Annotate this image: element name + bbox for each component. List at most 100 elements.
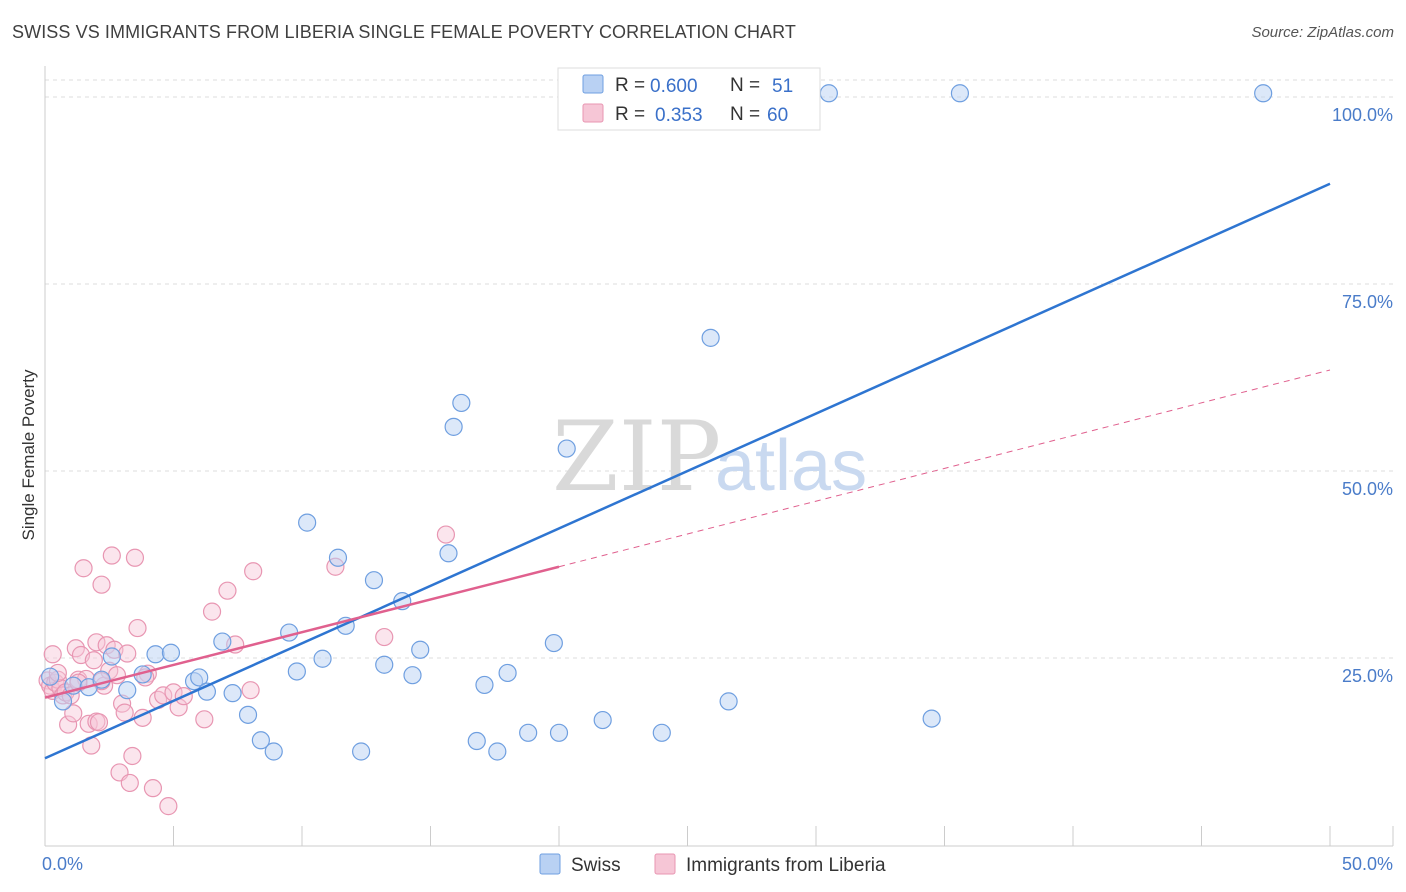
swiss-trend-line <box>44 182 1331 760</box>
liberia-point <box>154 686 173 705</box>
bottom-legend-swiss: Swiss <box>571 855 621 876</box>
y-tick-label: 50.0% <box>1342 479 1393 499</box>
liberia-point <box>59 715 78 734</box>
x-tick-label: 0.0% <box>42 854 83 874</box>
swiss-point <box>475 675 494 695</box>
liberia-point <box>87 633 106 652</box>
x-tick-labels: 0.0% 50.0% <box>42 854 1393 874</box>
swiss-point <box>287 662 306 681</box>
swiss-point <box>557 439 576 458</box>
liberia-point <box>202 602 222 621</box>
liberia-point <box>43 645 62 664</box>
liberia-trend-line <box>44 565 560 699</box>
liberia-point <box>128 618 147 638</box>
swiss-point <box>439 544 458 563</box>
watermark-atlas: atlas <box>715 426 867 506</box>
series-legend: Swiss Immigrants from Liberia <box>539 853 886 876</box>
trend-lines <box>44 182 1331 760</box>
liberia-point <box>118 644 137 663</box>
liberia-point <box>159 797 178 816</box>
swiss-point <box>950 84 970 103</box>
watermark-zip: ZIP <box>552 401 721 513</box>
swiss-point <box>719 692 738 711</box>
chart-title: SWISS VS IMMIGRANTS FROM LIBERIA SINGLE … <box>12 22 797 42</box>
swiss-point <box>652 723 671 742</box>
y-tick-label: 25.0% <box>1342 666 1393 686</box>
swiss-point <box>41 667 60 686</box>
swiss-point <box>444 417 463 436</box>
swiss-point <box>922 709 941 728</box>
legend-swatch-swiss <box>582 74 604 94</box>
liberia-point <box>436 525 456 544</box>
y-tick-label: 75.0% <box>1342 292 1393 312</box>
y-axis-label: Single Female Poverty <box>19 369 38 541</box>
liberia-point <box>241 681 260 700</box>
swiss-point <box>328 548 348 567</box>
liberia-point <box>195 710 214 729</box>
legend-swiss-r-value: 0.600 <box>650 76 698 97</box>
legend-liberia-n-value: 60 <box>767 105 788 126</box>
liberia-point <box>143 779 163 798</box>
swiss-point <box>488 742 507 761</box>
liberia-point <box>123 746 142 766</box>
swiss-point <box>102 647 121 666</box>
swiss-point <box>411 640 430 659</box>
liberia-point <box>89 713 109 732</box>
swiss-point <box>403 666 422 685</box>
axes <box>44 66 1394 847</box>
bottom-legend-swatch-liberia <box>654 853 676 875</box>
swiss-point <box>819 84 838 103</box>
liberia-point <box>84 651 103 670</box>
swiss-point <box>352 742 371 761</box>
swiss-point <box>701 328 720 347</box>
liberia-point <box>375 627 394 647</box>
swiss-point <box>264 742 283 761</box>
swiss-point <box>213 632 232 651</box>
legend-swiss-n-value: 51 <box>772 76 793 97</box>
liberia-point <box>92 575 111 594</box>
liberia-point <box>64 704 83 723</box>
data-points <box>38 84 1273 816</box>
swiss-point <box>498 663 517 683</box>
swiss-point <box>519 723 538 742</box>
bottom-legend-swatch-swiss <box>539 853 561 875</box>
liberia-point <box>244 562 263 581</box>
liberia-point <box>125 548 145 567</box>
x-tick-label: 50.0% <box>1342 854 1393 874</box>
swiss-point <box>549 723 569 742</box>
y-tick-labels: 25.0% 50.0% 75.0% 100.0% <box>1332 105 1393 686</box>
legend-liberia-r-value: 0.353 <box>655 105 703 126</box>
swiss-point <box>364 571 384 590</box>
swiss-point <box>375 655 394 674</box>
swiss-point <box>118 681 137 700</box>
liberia-point <box>120 773 139 793</box>
swiss-point <box>452 393 471 413</box>
swiss-point <box>146 645 165 664</box>
legend-liberia-r-label: R = <box>615 104 645 125</box>
swiss-point <box>223 684 242 703</box>
bottom-legend-liberia: Immigrants from Liberia <box>686 855 886 876</box>
legend-liberia-n-label: N = <box>730 104 760 125</box>
liberia-trend-extension <box>558 369 1331 568</box>
liberia-point <box>74 559 93 578</box>
liberia-point <box>218 581 237 600</box>
swiss-point <box>593 710 612 730</box>
swiss-point <box>1254 84 1273 103</box>
swiss-point <box>313 649 332 668</box>
swiss-point <box>298 513 317 532</box>
correlation-legend: R = 0.600 N = 51 R = 0.353 N = 60 <box>557 67 821 131</box>
swiss-point <box>467 731 486 751</box>
legend-swatch-liberia <box>582 103 604 123</box>
swiss-point <box>280 623 299 642</box>
swiss-point <box>238 705 258 724</box>
y-tick-label: 100.0% <box>1332 105 1393 125</box>
liberia-point <box>102 546 121 565</box>
chart-source: Source: ZipAtlas.com <box>1251 24 1394 41</box>
legend-swiss-n-label: N = <box>730 75 760 96</box>
swiss-point <box>190 668 209 687</box>
swiss-point <box>251 731 270 750</box>
liberia-point <box>115 703 134 722</box>
swiss-point <box>544 633 563 653</box>
swiss-point <box>161 643 181 662</box>
